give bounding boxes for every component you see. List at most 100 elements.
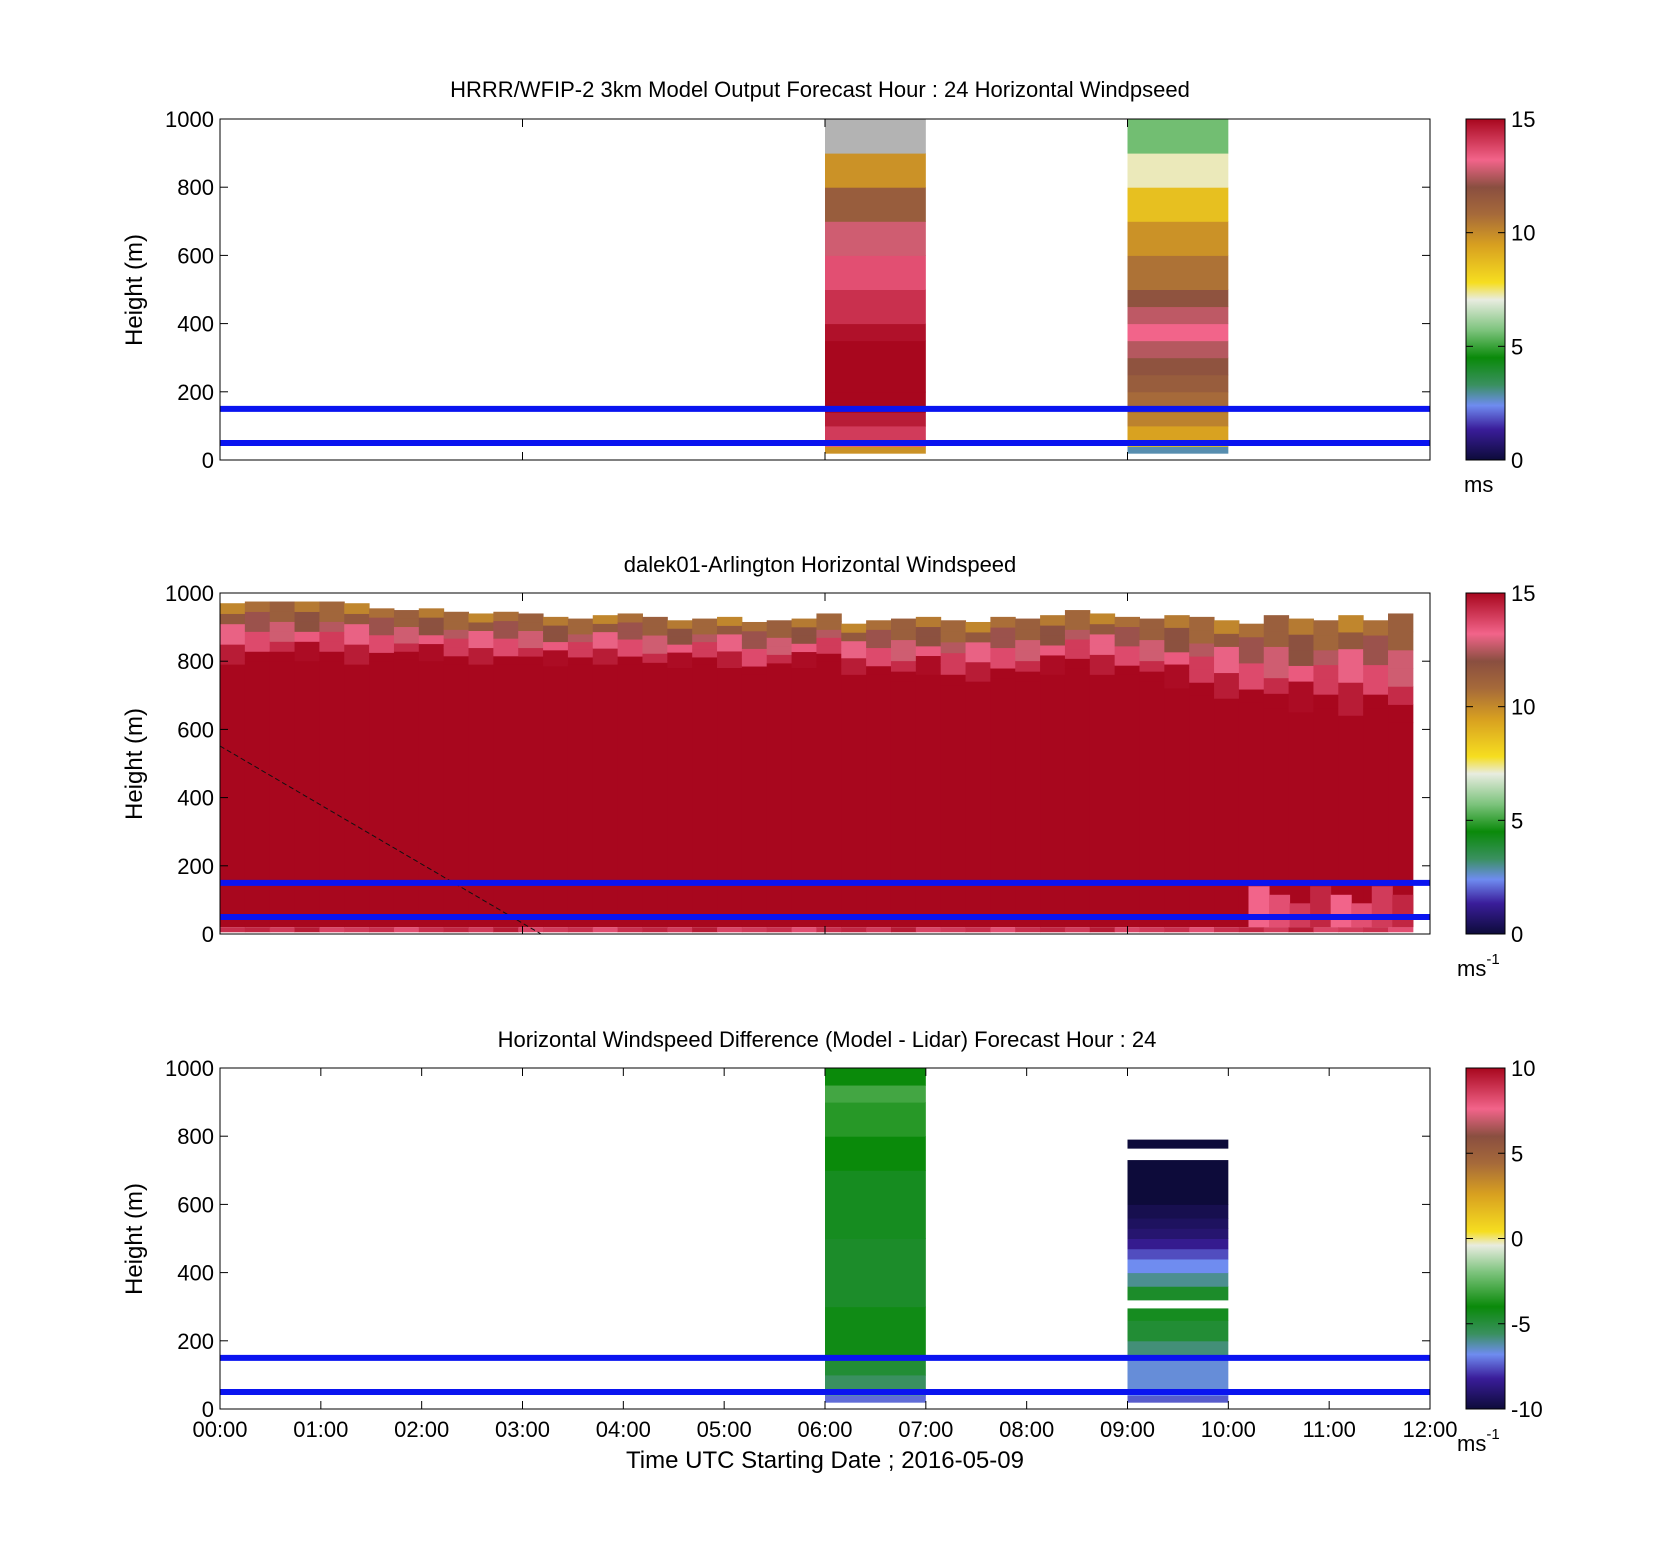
heatmap-cell [1214, 646, 1240, 660]
heatmap-cell [915, 665, 942, 676]
panel-model-colorbar-ticks: 0 5 10 15 [1466, 107, 1535, 473]
heatmap-cell [1214, 927, 1240, 933]
heatmap-cell [816, 661, 842, 928]
heatmap-cell [1310, 886, 1332, 928]
heatmap-cell [269, 641, 296, 652]
heatmap-cell [319, 601, 345, 612]
heatmap-cell [617, 927, 643, 933]
heatmap-cell [692, 664, 718, 928]
heatmap-cell [940, 652, 967, 664]
heatmap-cell [567, 618, 594, 627]
panel-lidar-y-ticks: 0 200 400 600 800 1000 [165, 581, 1430, 947]
heatmap-cell [1288, 696, 1314, 713]
heatmap-cell [1363, 635, 1389, 651]
heatmap-cell [825, 340, 926, 393]
heatmap-cell [592, 656, 619, 666]
heatmap-cell [393, 659, 420, 928]
heatmap-cell [244, 927, 271, 933]
heatmap-cell [766, 637, 793, 647]
heatmap-cell [1338, 615, 1364, 633]
heatmap-cell [1127, 1286, 1229, 1301]
y-tick-label: 200 [177, 854, 214, 879]
heatmap-cell [1338, 698, 1364, 717]
heatmap-cell [1127, 412, 1229, 427]
heatmap-cell [1139, 927, 1165, 933]
heatmap-cell [443, 646, 470, 657]
heatmap-cell [990, 668, 1016, 679]
heatmap-cell [220, 603, 246, 614]
heatmap-cell [890, 639, 917, 651]
heatmap-cell [319, 927, 345, 933]
heatmap-cell [294, 621, 320, 632]
heatmap-cell [965, 671, 991, 683]
heatmap-cell [1313, 620, 1339, 636]
panel-lidar-x-ticks [219, 593, 1431, 934]
heatmap-cell [1214, 659, 1240, 674]
panel-difference-cells [825, 1068, 1229, 1403]
heatmap-cell [1139, 618, 1165, 630]
heatmap-cell [667, 636, 693, 645]
heatmap-cell [816, 613, 842, 622]
heatmap-cell [940, 927, 967, 933]
heatmap-cell [567, 626, 594, 635]
heatmap-cell [1388, 649, 1414, 669]
panel-difference: Horizontal Windspeed Difference (Model -… [121, 1027, 1543, 1474]
heatmap-cell [1139, 681, 1165, 928]
y-tick-label: 1000 [165, 107, 214, 132]
heatmap-cell [1338, 648, 1364, 666]
heatmap-cell [468, 656, 494, 666]
heatmap-cell [1089, 654, 1116, 666]
heatmap-cell [518, 630, 544, 640]
heatmap-cell [617, 613, 643, 623]
heatmap-cell [269, 927, 296, 933]
heatmap-cell [741, 639, 768, 649]
heatmap-cell [990, 627, 1016, 638]
heatmap-cell [1313, 679, 1339, 695]
heatmap-cell [443, 638, 470, 648]
heatmap-cell [468, 927, 494, 933]
heatmap-cell [1015, 639, 1041, 651]
y-tick-label: 600 [177, 1192, 214, 1217]
y-tick-label: 1000 [165, 1056, 214, 1081]
panel-difference-colorbar-ticks: -10 -5 0 5 10 [1466, 1056, 1543, 1422]
heatmap-cell [1064, 927, 1091, 933]
heatmap-cell [1263, 927, 1290, 933]
colorbar-tick-label: 5 [1511, 1141, 1523, 1166]
heatmap-cell [965, 631, 991, 643]
heatmap-cell [1127, 323, 1229, 342]
heatmap-cell [667, 620, 693, 629]
heatmap-cell [915, 636, 942, 647]
colorbar-tick-label: 10 [1511, 221, 1535, 246]
panel-lidar-colorbar-ticks: 0 5 10 15 [1466, 581, 1535, 947]
heatmap-cell [791, 635, 817, 644]
heatmap-cell [269, 621, 296, 632]
heatmap-cell [294, 631, 320, 642]
colorbar-tick-label: -5 [1511, 1312, 1531, 1337]
heatmap-cell [1015, 618, 1041, 630]
heatmap-cell [493, 646, 519, 657]
heatmap-cell [220, 633, 246, 645]
heatmap-cell [990, 678, 1016, 928]
heatmap-cell [1269, 894, 1291, 928]
heatmap-cell [369, 643, 395, 653]
heatmap-cell [393, 634, 420, 644]
heatmap-cell [592, 927, 619, 933]
heatmap-cell [1338, 927, 1364, 933]
heatmap-cell [825, 1238, 926, 1308]
heatmap-cell [1189, 656, 1215, 670]
heatmap-cell [915, 927, 942, 933]
heatmap-cell [825, 1085, 926, 1103]
heatmap-cell [1214, 620, 1240, 634]
heatmap-cell [1040, 625, 1066, 636]
heatmap-cell [1363, 620, 1389, 636]
heatmap-cell [220, 664, 246, 928]
heatmap-cell [269, 651, 296, 662]
heatmap-cell [1238, 675, 1265, 690]
heatmap-cell [741, 630, 768, 641]
heatmap-cell [369, 634, 395, 645]
heatmap-cell [940, 631, 967, 643]
heatmap-cell [1127, 357, 1229, 376]
heatmap-cell [890, 618, 917, 630]
heatmap-cell [1127, 289, 1229, 308]
heatmap-cell [592, 664, 619, 928]
